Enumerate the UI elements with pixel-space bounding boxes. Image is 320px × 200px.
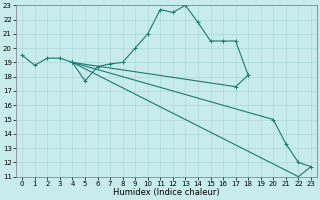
X-axis label: Humidex (Indice chaleur): Humidex (Indice chaleur) [113, 188, 220, 197]
